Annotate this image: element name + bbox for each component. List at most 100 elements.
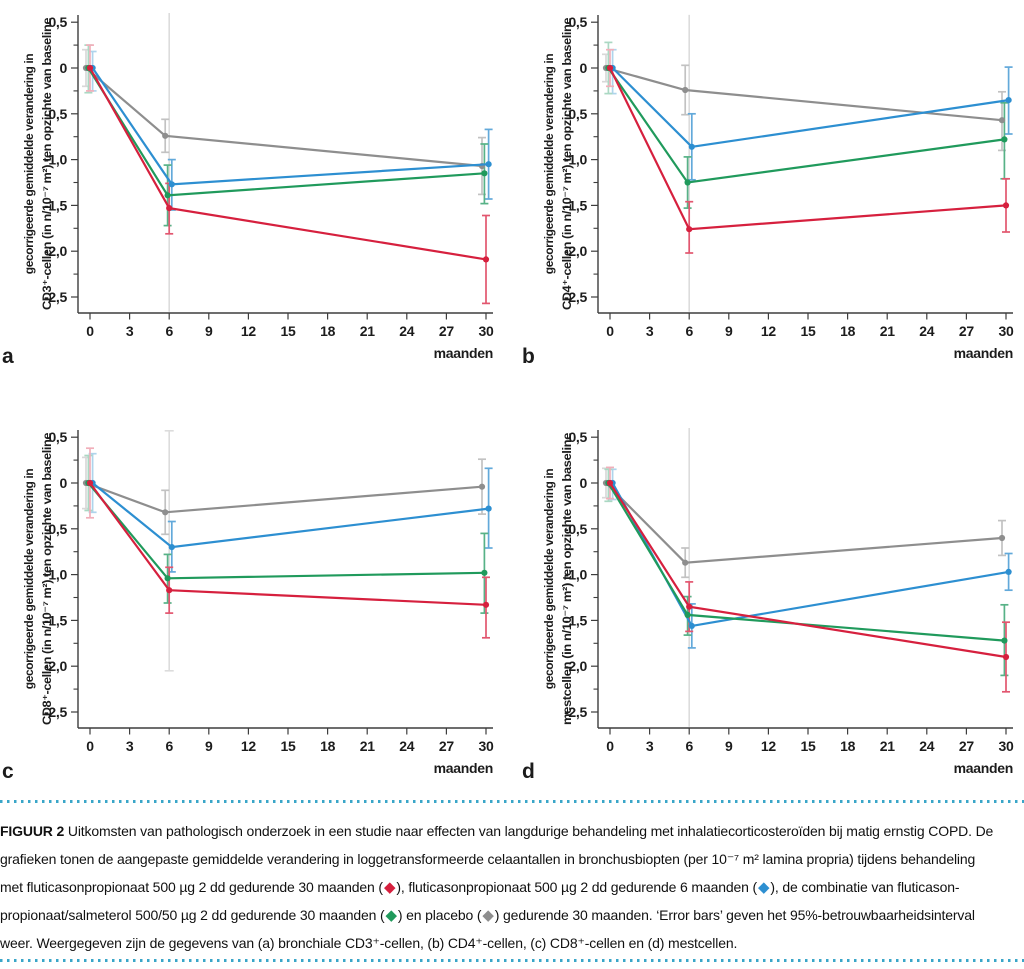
svg-text:27: 27 (439, 323, 454, 339)
caption-text: grafieken tonen de aangepaste gemiddelde… (0, 851, 976, 867)
data-point-red (606, 64, 614, 72)
svg-text:-2,5: -2,5 (564, 704, 587, 720)
data-point-blue (485, 161, 492, 168)
data-point-blue (168, 181, 175, 188)
caption-text: propionaat/salmeterol 500/50 µg 2 dd ged… (0, 907, 385, 923)
ci-bars-green (84, 44, 489, 227)
svg-text:0: 0 (86, 738, 94, 754)
caption-text: Uitkomsten van pathologisch onderzoek in… (64, 823, 994, 839)
data-point-blue (168, 544, 175, 551)
y-axis-label-line2: mestcellen (in n/10⁻⁷ m²) ten opzichte v… (560, 432, 574, 725)
data-point-green (1001, 637, 1008, 644)
svg-text:21: 21 (880, 323, 895, 339)
data-point-red (482, 601, 490, 608)
caption-line-2: grafieken tonen de aangepaste gemiddelde… (0, 845, 1024, 873)
svg-text:9: 9 (725, 738, 733, 754)
data-point-red (166, 205, 173, 212)
y-axis-ticks: 0,5 0 -0,5 -1,0 -1,5 -2,0 -2,5 (44, 14, 78, 305)
svg-text:21: 21 (360, 323, 375, 339)
data-point-red (86, 479, 94, 487)
caption-line-5: weer. Weergegeven zijn de gegevens van (… (0, 929, 1024, 957)
series-line-red (609, 482, 1007, 659)
y-axis-ticks: 0,5 0 -0,5 -1,0 -1,5 -2,0 -2,5 (564, 429, 598, 720)
svg-text:-1,0: -1,0 (564, 567, 587, 583)
data-point-green (481, 569, 488, 576)
series-line-red (89, 482, 487, 606)
svg-text:0: 0 (580, 475, 588, 491)
svg-text:24: 24 (399, 323, 414, 339)
svg-text:-0,5: -0,5 (44, 106, 67, 122)
series-line-blue (611, 482, 1009, 628)
data-point-red (86, 64, 94, 72)
axes (597, 430, 1013, 729)
svg-text:12: 12 (761, 323, 776, 339)
caption-line-4: propionaat/salmeterol 500/50 µg 2 dd ged… (0, 901, 1024, 929)
caption-text: ) gedurende 30 maanden. ‘Error bars’ gev… (494, 907, 975, 923)
svg-text:9: 9 (205, 323, 213, 339)
svg-text:9: 9 (725, 323, 733, 339)
svg-text:0,5: 0,5 (48, 14, 67, 30)
svg-text:12: 12 (241, 738, 256, 754)
ci-bars-green (604, 468, 1009, 677)
chart-svg-c: 0,5 0 -0,5 -1,0 -1,5 -2,0 -2,5 0 3 6 9 12 15 18 21 24 27… (2, 429, 494, 783)
ci-bars-grey (82, 48, 486, 196)
series-line-red (609, 67, 1007, 231)
data-point-green (684, 611, 691, 618)
series-line-grey (605, 66, 1003, 122)
svg-text:27: 27 (959, 738, 974, 754)
svg-text:12: 12 (761, 738, 776, 754)
x-axis-ticks: 0 3 6 9 12 15 18 21 24 27 30 (86, 313, 494, 339)
svg-text:-1,5: -1,5 (44, 197, 67, 213)
data-point-green (164, 192, 171, 199)
caption-line-1: FIGUUR 2 Uitkomsten van pathologisch ond… (0, 817, 1024, 845)
svg-text:30: 30 (999, 323, 1014, 339)
ci-bars-grey (602, 467, 1006, 579)
legend-diamond-blue: ◆ (758, 879, 770, 896)
svg-text:-2,5: -2,5 (564, 289, 587, 305)
svg-text:-1,0: -1,0 (44, 567, 67, 583)
y-axis-label-line1: gecorrigeerde gemiddelde verandering in (22, 54, 36, 275)
svg-text:18: 18 (840, 738, 855, 754)
svg-text:30: 30 (479, 738, 494, 754)
legend-diamond-red: ◆ (383, 879, 396, 896)
caption-text: ), fluticasonpropionaat 500 µg 2 dd gedu… (396, 879, 758, 895)
series-line-grey (85, 67, 483, 168)
ci-bars-green (84, 454, 489, 614)
svg-text:0: 0 (606, 738, 614, 754)
svg-text:15: 15 (281, 323, 296, 339)
chart-svg-d: 0,5 0 -0,5 -1,0 -1,5 -2,0 -2,5 0 3 6 9 12 15 18 21 24 27… (522, 428, 1014, 783)
svg-text:18: 18 (840, 323, 855, 339)
svg-text:21: 21 (360, 738, 375, 754)
y-axis-label-line1: gecorrigeerde gemiddelde verandering in (22, 469, 36, 690)
svg-text:9: 9 (205, 738, 213, 754)
data-point-red (166, 587, 173, 594)
series-line-green (87, 482, 485, 580)
svg-text:0: 0 (606, 323, 614, 339)
ci-bars-red (86, 447, 490, 639)
data-point-blue (688, 143, 695, 150)
series-line-grey (605, 482, 1003, 564)
y-axis-label-line2: CD4⁺-cellen (in n/10⁻⁷ m²) ten opzichte … (560, 17, 574, 310)
x-axis-label: maanden (434, 760, 493, 776)
caption-text: ), de combinatie van fluticason- (770, 879, 960, 895)
svg-text:15: 15 (281, 738, 296, 754)
svg-text:6: 6 (165, 323, 173, 339)
x-axis-ticks: 0 3 6 9 12 15 18 21 24 27 30 (606, 728, 1014, 754)
data-point-red (482, 256, 490, 263)
x-axis-label: maanden (954, 760, 1013, 776)
axes (77, 430, 493, 729)
series-line-red (89, 67, 487, 261)
svg-text:18: 18 (320, 323, 335, 339)
svg-text:-2,5: -2,5 (44, 289, 67, 305)
data-point-red (686, 603, 693, 610)
caption-figure-label: FIGUUR 2 (0, 823, 65, 839)
svg-text:24: 24 (919, 323, 934, 339)
svg-text:6: 6 (165, 738, 173, 754)
caption-line-3: met fluticasonpropionaat 500 µg 2 dd ged… (0, 873, 1024, 901)
data-point-grey (682, 86, 689, 94)
data-point-green (481, 170, 488, 177)
ci-bars-green (604, 41, 1009, 209)
svg-text:-1,0: -1,0 (564, 152, 587, 168)
svg-text:3: 3 (126, 323, 134, 339)
data-point-green (684, 179, 691, 186)
